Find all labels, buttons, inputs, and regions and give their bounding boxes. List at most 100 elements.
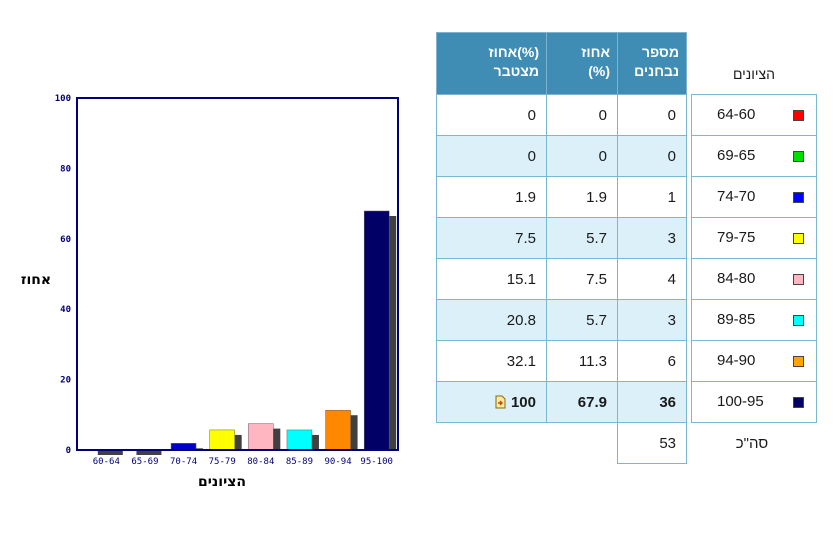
- cell-text: 1.9: [515, 188, 536, 206]
- header-text: (%): [588, 63, 610, 79]
- table-row: 100 67.9 36 100-95: [436, 381, 817, 423]
- x-tick-label: 90-94: [325, 457, 352, 467]
- cumulative-cell: 0: [436, 135, 547, 177]
- grade-range-text: 84-80: [717, 270, 756, 287]
- y-tick-label: 20: [60, 376, 71, 386]
- cumulative-cell: 32.1: [436, 340, 547, 382]
- grade-range-cell: 69-65: [691, 135, 817, 177]
- grade-range-cell: 74-70: [691, 176, 817, 218]
- grade-range-text: 69-65: [717, 147, 756, 164]
- y-axis-ticks: 0 20 40 60 80 100: [55, 94, 71, 456]
- bar: [286, 429, 313, 451]
- percent-cell: 5.7: [546, 217, 618, 259]
- bar: [209, 429, 235, 451]
- table-row: 20.8 5.7 3 89-85: [436, 299, 817, 341]
- count-cell: 1: [617, 176, 687, 218]
- bar: [248, 423, 274, 451]
- x-tick-label: 80-84: [247, 457, 274, 467]
- cell-text: 7.5: [515, 229, 536, 247]
- total-label-text: סה"כ: [735, 434, 769, 452]
- table-row: 7.5 5.7 3 79-75: [436, 217, 817, 259]
- bar-zero: [97, 450, 123, 455]
- total-count: 53: [617, 422, 687, 464]
- bar-zero: [136, 450, 162, 455]
- count-cell: 0: [617, 94, 687, 136]
- cumulative-cell: 100: [436, 381, 547, 423]
- cumulative-cell: 1.9: [436, 176, 547, 218]
- count-cell: 3: [617, 217, 687, 259]
- color-swatch-icon: [793, 192, 804, 203]
- percent-cell: 5.7: [546, 299, 618, 341]
- table-row: 15.1 7.5 4 84-80: [436, 258, 817, 300]
- color-swatch-icon: [793, 356, 804, 367]
- grade-range-cell: 100-95: [691, 381, 817, 423]
- cell-text: 100: [510, 393, 536, 411]
- percent-cell: 0: [546, 94, 618, 136]
- cell-text: 15.1: [506, 270, 536, 288]
- y-tick-label: 80: [60, 164, 71, 174]
- cumulative-cell: 15.1: [436, 258, 547, 300]
- cumulative-cell: 0: [436, 94, 547, 136]
- y-tick-label: 40: [60, 305, 71, 315]
- total-row: 53 סה"כ: [437, 422, 817, 464]
- grade-range-cell: 94-90: [691, 340, 817, 382]
- header-text: אחוז(%): [488, 44, 539, 60]
- grade-range-cell: 84-80: [691, 258, 817, 300]
- x-tick-label: 65-69: [131, 457, 158, 467]
- percent-cell: 7.5: [546, 258, 618, 300]
- header-text: נבחנים: [634, 63, 679, 79]
- grade-range-cell: 64-60: [691, 94, 817, 136]
- header-text: אחוז: [581, 44, 610, 60]
- y-tick-label: 0: [66, 446, 71, 456]
- header-text: מספר: [642, 44, 679, 60]
- cell-text: 0: [527, 147, 536, 165]
- x-tick-label: 60-64: [93, 457, 120, 467]
- bars: [97, 210, 397, 455]
- grade-range-cell: 89-85: [691, 299, 817, 341]
- grade-range-text: 100-95: [717, 393, 764, 410]
- count-cell: 4: [617, 258, 687, 300]
- percent-cell: 11.3: [546, 340, 618, 382]
- y-axis-label: אחוז: [21, 272, 51, 288]
- header-percent: אחוז (%): [546, 32, 618, 95]
- x-axis-label: הציונים: [198, 474, 246, 490]
- table-row: 1.9 1.9 1 74-70: [436, 176, 817, 218]
- color-swatch-icon: [793, 233, 804, 244]
- color-swatch-icon: [793, 315, 804, 326]
- x-tick-label: 85-89: [286, 457, 313, 467]
- count-cell: 0: [617, 135, 687, 177]
- cell-text: 32.1: [506, 352, 536, 370]
- x-axis-labels: 60-64 65-69 70-74 75-79 80-84 85-89 90-94 95-10…: [93, 457, 393, 467]
- grade-range-text: 79-75: [717, 229, 756, 246]
- total-label: סה"כ: [692, 423, 817, 464]
- bar: [170, 443, 197, 451]
- grade-range-text: 64-60: [717, 106, 756, 123]
- plot-frame: [76, 97, 399, 451]
- count-cell: 36: [617, 381, 687, 423]
- color-swatch-icon: [793, 110, 804, 121]
- grade-table: אחוז(%) מצטבר אחוז (%) מספר נבחנים הציונ…: [436, 32, 817, 464]
- header-count: מספר נבחנים: [617, 32, 687, 95]
- grade-range-cell: 79-75: [691, 217, 817, 259]
- count-cell: 3: [617, 299, 687, 341]
- cumulative-cell: 20.8: [436, 299, 547, 341]
- grade-range-text: 74-70: [717, 188, 756, 205]
- cumulative-cell: 7.5: [436, 217, 547, 259]
- grade-range-text: 89-85: [717, 311, 756, 328]
- x-tick-label: 70-74: [170, 457, 197, 467]
- y-tick-label: 100: [55, 94, 71, 104]
- percent-cell: 1.9: [546, 176, 618, 218]
- table-row: 0 0 0 69-65: [436, 135, 817, 177]
- color-swatch-icon: [793, 397, 804, 408]
- header-cumulative-percent: אחוז(%) מצטבר: [436, 32, 547, 95]
- grade-range-text: 94-90: [717, 352, 756, 369]
- y-tick-label: 60: [60, 235, 71, 245]
- bar: [363, 210, 390, 451]
- color-swatch-icon: [793, 151, 804, 162]
- percent-cell: 67.9: [546, 381, 618, 423]
- document-arrow-icon[interactable]: [494, 395, 507, 409]
- cell-text: 20.8: [506, 311, 536, 329]
- table-row: 32.1 11.3 6 94-90: [436, 340, 817, 382]
- table-header-row: אחוז(%) מצטבר אחוז (%) מספר נבחנים הציונ…: [436, 32, 817, 95]
- x-tick-label: 95-100: [360, 457, 393, 467]
